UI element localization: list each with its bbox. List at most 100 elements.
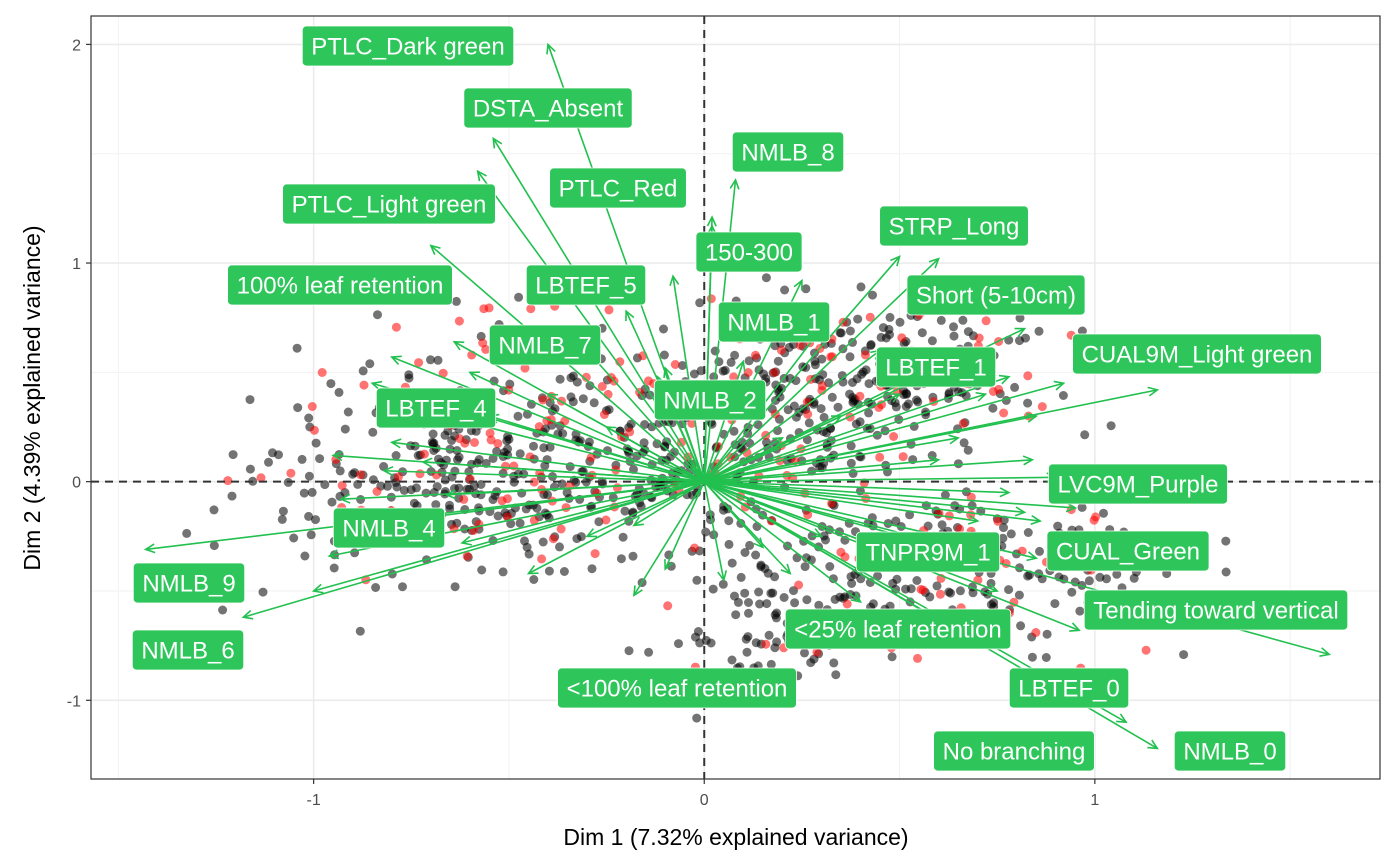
point-red xyxy=(556,524,566,534)
point-black xyxy=(708,584,718,594)
point-red xyxy=(966,492,976,502)
arrow xyxy=(703,480,999,593)
point-black xyxy=(736,572,746,582)
point-red xyxy=(337,481,347,490)
point-black xyxy=(373,310,382,320)
point-black xyxy=(856,282,866,292)
point-red xyxy=(529,477,539,487)
variable-label: LBTEF_5 xyxy=(525,264,647,306)
point-black xyxy=(304,413,314,423)
point-black xyxy=(768,588,778,598)
point-black xyxy=(773,356,783,366)
point-black xyxy=(789,401,799,411)
variable-label-text: PTLC_Red xyxy=(559,176,678,203)
point-black xyxy=(770,572,780,582)
arrow xyxy=(421,457,705,483)
point-black xyxy=(545,442,555,452)
variable-label-text: NMLB_9 xyxy=(142,571,235,598)
point-black xyxy=(1084,576,1094,586)
point-black xyxy=(772,637,782,647)
variable-label-text: <100% leaf retention xyxy=(567,676,788,703)
point-black xyxy=(304,511,314,521)
arrow xyxy=(664,481,705,571)
point-black xyxy=(1102,574,1111,584)
point-black xyxy=(766,659,776,669)
variable-label: PTLC_Light green xyxy=(282,183,496,225)
point-red xyxy=(803,510,813,520)
point-red xyxy=(812,647,822,657)
point-red xyxy=(643,376,653,386)
point-black xyxy=(300,551,310,561)
point-black xyxy=(833,402,843,412)
point-black xyxy=(831,670,841,680)
point-black xyxy=(1016,621,1026,631)
point-black xyxy=(771,380,781,390)
arrow xyxy=(703,480,824,538)
variable-label: LBTEF_0 xyxy=(1008,667,1130,709)
point-black xyxy=(730,350,740,360)
point-red xyxy=(729,372,739,382)
point-red xyxy=(356,470,366,480)
point-black xyxy=(925,592,935,602)
point-red xyxy=(1031,628,1041,637)
point-red xyxy=(537,554,547,564)
arrow xyxy=(632,480,705,527)
point-red xyxy=(560,416,570,426)
point-black xyxy=(745,540,755,550)
point-black xyxy=(755,599,765,609)
variable-label: NMLB_0 xyxy=(1173,730,1287,772)
arrow xyxy=(389,438,705,483)
variable-arrows xyxy=(143,42,1331,750)
point-black xyxy=(506,519,516,529)
point-red xyxy=(548,534,558,544)
point-black xyxy=(740,588,750,598)
point-black xyxy=(218,605,228,615)
point-red xyxy=(981,316,991,326)
point-red xyxy=(827,498,837,508)
point-black xyxy=(304,471,314,481)
point-black xyxy=(946,588,955,598)
point-black xyxy=(620,506,630,516)
point-black xyxy=(864,379,874,389)
point-black xyxy=(371,583,381,592)
point-black xyxy=(800,562,810,572)
point-black xyxy=(963,327,973,337)
point-black xyxy=(1010,382,1020,392)
point-red xyxy=(802,397,812,407)
point-red xyxy=(865,312,875,322)
point-black xyxy=(819,531,829,541)
point-red xyxy=(538,395,548,405)
variable-label-text: TNPR9M_1 xyxy=(865,540,990,567)
point-red xyxy=(459,494,469,504)
arrow-labeled xyxy=(704,480,1027,517)
point-black xyxy=(513,411,523,421)
variable-label-text: Short (5-10cm) xyxy=(916,283,1076,310)
point-black xyxy=(804,418,814,428)
point-black xyxy=(522,542,532,552)
point-black xyxy=(772,608,782,618)
point-red xyxy=(935,589,945,599)
point-black xyxy=(450,582,460,592)
point-black xyxy=(1034,326,1044,336)
point-black xyxy=(743,632,753,642)
point-black xyxy=(848,337,857,347)
arrow xyxy=(526,480,705,575)
point-red xyxy=(794,580,804,590)
point-red xyxy=(955,524,965,534)
point-black xyxy=(1221,536,1231,546)
point-black xyxy=(451,296,461,306)
variable-label-text: LVC9M_Purple xyxy=(1058,472,1219,499)
point-black xyxy=(666,561,676,571)
point-red xyxy=(359,380,369,390)
point-red xyxy=(988,387,998,396)
variable-label: LVC9M_Purple xyxy=(1048,463,1228,505)
point-black xyxy=(817,354,827,364)
point-red xyxy=(898,452,908,462)
point-red xyxy=(438,368,448,378)
y-tick-label: 0 xyxy=(72,475,81,492)
point-black xyxy=(565,462,575,472)
point-black xyxy=(358,366,368,376)
variable-label: PTLC_Red xyxy=(549,167,687,209)
point-black xyxy=(707,419,717,429)
point-red xyxy=(761,639,771,649)
